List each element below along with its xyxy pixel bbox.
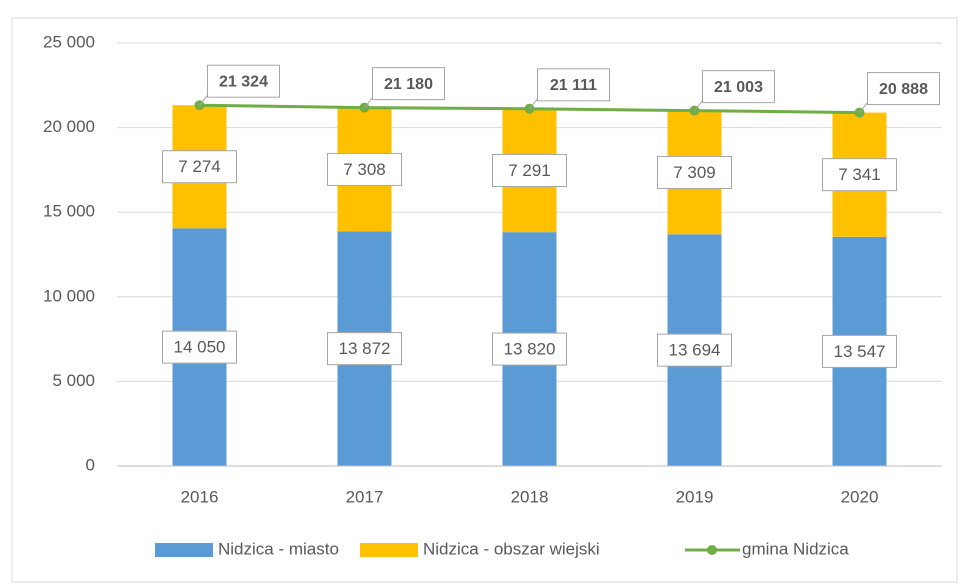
data-label: 13 547 (834, 342, 886, 361)
leader-line (364, 97, 373, 108)
chart-frame (11, 17, 958, 583)
data-label: 21 180 (384, 76, 433, 93)
y-tick-label: 25 000 (43, 32, 95, 51)
leader-line (859, 102, 868, 113)
legend-label: Nidzica - miasto (218, 539, 339, 558)
data-label-box (162, 330, 237, 364)
data-label-box (822, 158, 897, 192)
data-label-box (372, 67, 445, 101)
leader-line (694, 100, 703, 111)
data-label-box (537, 68, 610, 102)
data-label: 21 324 (219, 73, 268, 90)
data-label: 13 872 (339, 339, 391, 358)
x-tick-label: 2017 (346, 487, 384, 506)
leader-line (199, 94, 208, 106)
data-label: 13 694 (669, 341, 721, 360)
y-tick-label: 0 (86, 455, 95, 474)
x-tick-label: 2019 (676, 487, 714, 506)
y-tick-label: 5 000 (52, 371, 95, 390)
data-label-box (492, 332, 567, 366)
legend-swatch (155, 543, 213, 557)
data-label-box (867, 72, 940, 106)
data-label: 7 291 (508, 161, 551, 180)
y-tick-label: 20 000 (43, 117, 95, 136)
data-label-box (657, 333, 732, 367)
legend-swatch (360, 543, 418, 557)
legend-label: Nidzica - obszar wiejski (423, 539, 600, 558)
data-label-box (327, 152, 402, 186)
leader-line (529, 98, 538, 110)
data-label: 7 341 (838, 165, 881, 184)
y-tick-label: 10 000 (43, 286, 95, 305)
data-label: 21 111 (550, 77, 597, 94)
x-tick-label: 2016 (181, 487, 219, 506)
data-label: 7 274 (178, 157, 221, 176)
x-tick-label: 2020 (841, 487, 879, 506)
data-label: 13 820 (504, 340, 556, 359)
data-label: 14 050 (174, 338, 226, 357)
data-label-box (702, 70, 775, 104)
x-tick-label: 2018 (511, 487, 549, 506)
data-label-box (162, 150, 237, 184)
data-label-box (492, 153, 567, 187)
legend-label: gmina Nidzica (742, 539, 849, 558)
legend-marker (707, 545, 717, 555)
data-label: 21 003 (714, 79, 763, 96)
data-label-box (327, 332, 402, 366)
data-label-box (822, 334, 897, 368)
data-label-box (207, 64, 280, 98)
data-label: 20 888 (879, 81, 928, 98)
data-label-box (657, 155, 732, 189)
y-tick-label: 15 000 (43, 202, 95, 221)
data-label: 7 308 (343, 160, 386, 179)
data-label: 7 309 (673, 163, 716, 182)
